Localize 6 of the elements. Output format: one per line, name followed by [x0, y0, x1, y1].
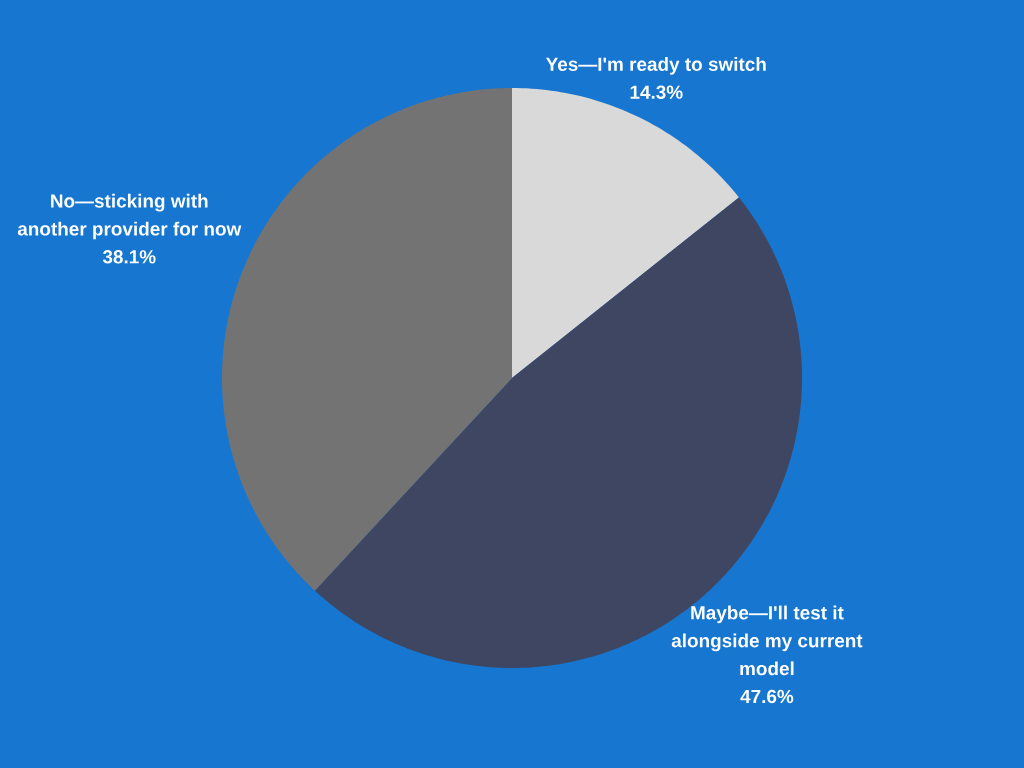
slice-label: Maybe—I'll test it alongside my current model: [671, 605, 863, 676]
data-label: 47.6%: [740, 689, 794, 704]
data-label: 38.1%: [102, 250, 156, 264]
slice-label: Yes—I'm ready to switch: [546, 57, 766, 75]
slice-label: No—sticking with another provider for now: [17, 193, 242, 240]
data-label: 14.3%: [630, 85, 683, 99]
